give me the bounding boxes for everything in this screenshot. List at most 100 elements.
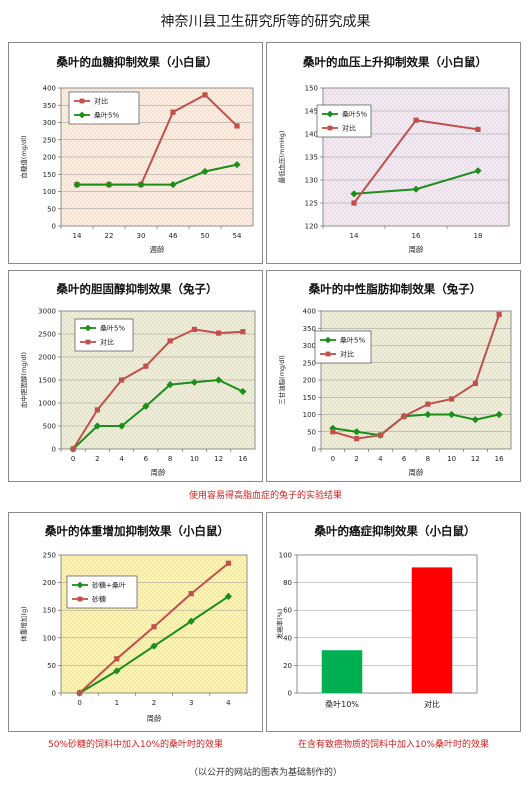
footer-note: （以公开的网站的图表为基础制作的） (188, 768, 342, 778)
x-tick-label: 18 (474, 232, 483, 240)
y-tick-label: 2500 (38, 331, 56, 339)
y-tick-label: 140 (305, 131, 318, 139)
data-point (353, 428, 361, 436)
data-point (330, 429, 336, 435)
x-tick-label: 0 (71, 455, 75, 463)
y-axis-label: 血中胆固醇(mg/dl) (19, 352, 28, 408)
data-point (202, 92, 208, 98)
y-tick-label: 350 (303, 325, 316, 333)
y-tick-label: 100 (43, 634, 56, 642)
y-tick-label: 60 (283, 607, 292, 615)
data-point (412, 185, 420, 193)
data-point (169, 181, 177, 189)
x-tick-label: 16 (495, 455, 504, 463)
data-point (471, 416, 479, 424)
series-line (77, 163, 238, 186)
y-tick-label: 50 (47, 205, 56, 213)
y-tick-label: 100 (303, 411, 316, 419)
data-point (216, 330, 222, 336)
y-axis-label: 最低血压(mmHg) (277, 131, 286, 184)
x-tick-label: 50 (201, 232, 210, 240)
y-tick-label: 200 (43, 154, 56, 162)
chart-weight: 桑叶的体重增加抑制效果（小白鼠） 0 50 100 150 200 250 体重增加(g) 周龄… (19, 524, 248, 723)
x-axis-label: 周龄 (409, 244, 424, 254)
y-tick-label: 350 (43, 102, 56, 110)
legend-swatch-marker (78, 111, 86, 119)
data-point (351, 200, 357, 206)
data-point (114, 656, 120, 662)
y-tick-label: 150 (303, 394, 316, 402)
data-point (234, 123, 240, 129)
y-tick-label: 80 (283, 579, 292, 587)
chart-title: 桑叶的体重增加抑制效果（小白鼠） (44, 524, 229, 538)
chart-title: 桑叶的胆固醇抑制效果（兔子） (56, 282, 218, 296)
x-tick-label: 1 (115, 699, 119, 707)
data-point (151, 624, 157, 630)
x-tick-label: 14 (73, 232, 82, 240)
chart-panel-pressure: 桑叶的血压上升抑制效果（小白鼠） 120 125 130 135 140 145 150 最低血… (266, 42, 521, 264)
legend: 桑叶5% 对比 (74, 318, 134, 352)
series-line (332, 413, 500, 437)
y-tick-label: 250 (303, 359, 316, 367)
data-point (354, 436, 360, 442)
x-tick-label: 0 (331, 455, 335, 463)
data-point (201, 167, 209, 176)
x-tick-label: 2 (152, 699, 156, 707)
y-tick-label: 400 (43, 85, 56, 93)
data-point (170, 109, 176, 115)
legend-swatch-marker (325, 351, 331, 357)
data-point (143, 363, 149, 369)
data-point (401, 413, 407, 419)
data-point (425, 401, 431, 407)
x-tick-label: 12 (214, 455, 223, 463)
y-tick-label: 400 (303, 308, 316, 316)
x-tick-label: 22 (105, 232, 114, 240)
data-point (225, 560, 231, 566)
note-weight: 50%砂糖的饲料中加入10%的桑叶时的效果 (47, 740, 223, 750)
data-point (472, 380, 478, 387)
y-tick-label: 0 (52, 690, 56, 698)
legend-entry: 桑叶5% (94, 111, 119, 120)
x-tick-label: 2 (95, 455, 99, 463)
chart-cancer: 桑叶的癌症抑制效果（小白鼠） 0 20 40 60 80 100 发癌率(%) 桑叶10% 对比 (275, 524, 478, 709)
legend-entry: 砂糖 (92, 595, 106, 604)
y-tick-label: 20 (283, 662, 292, 670)
data-point (239, 387, 247, 396)
y-tick-label: 200 (43, 579, 56, 587)
data-point (77, 690, 83, 696)
y-axis-label: 三甘油脂(mg/dl) (277, 355, 286, 405)
bar (321, 650, 363, 693)
data-point (191, 326, 197, 332)
y-tick-label: 50 (47, 662, 56, 670)
legend-entry: 桑叶5% (340, 336, 365, 345)
data-point (424, 410, 432, 419)
y-tick-label: 145 (305, 108, 318, 116)
y-tick-label: 0 (52, 446, 56, 454)
legend-swatch-marker (76, 581, 84, 589)
x-tick-label: 46 (169, 232, 178, 240)
x-axis-label: 周龄 (409, 467, 424, 477)
x-tick-label: 10 (190, 455, 199, 463)
x-tick-label: 2 (354, 455, 358, 463)
x-tick-label: 桑叶10% (325, 699, 359, 709)
legend-swatch-marker (85, 339, 91, 345)
y-tick-label: 1500 (38, 377, 56, 385)
y-tick-label: 100 (43, 188, 56, 196)
data-point (474, 167, 482, 175)
series-line (72, 328, 243, 450)
x-tick-label: 30 (137, 232, 146, 240)
chart-panel-glucose: 桑叶的血糖抑制效果（小白鼠） 0 50 100 150 200 250 300 350 400 血糖… (8, 42, 263, 264)
note-hyperlipidemia: 使用容易得高脂血症的兔子的实验结果 (188, 491, 342, 501)
chart-pressure: 桑叶的血压上升抑制效果（小白鼠） 120 125 130 135 140 145 150 最低血… (277, 55, 510, 254)
y-tick-label: 125 (305, 200, 318, 208)
data-point (233, 160, 241, 169)
y-tick-label: 150 (305, 85, 318, 93)
data-point (167, 338, 173, 344)
chart-title: 桑叶的癌症抑制效果（小白鼠） (314, 524, 476, 538)
x-tick-label: 6 (144, 455, 149, 463)
y-tick-label: 3000 (38, 308, 56, 316)
legend-swatch-marker (77, 596, 83, 602)
legend-entry: 对比 (340, 350, 354, 359)
